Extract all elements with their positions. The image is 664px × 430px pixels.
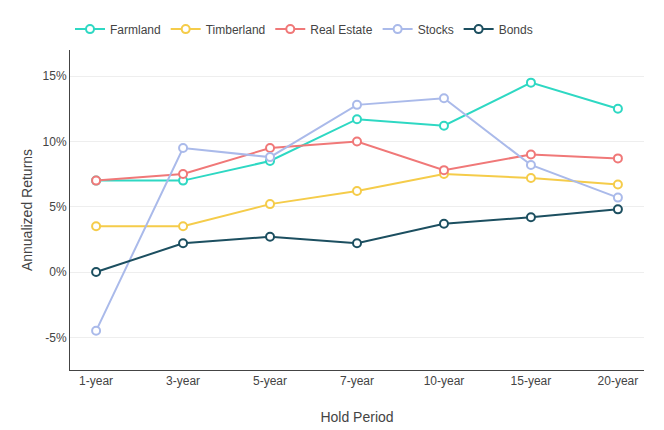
svg-text:Bonds: Bonds [499,23,533,37]
svg-text:Farmland: Farmland [110,23,161,37]
svg-text:3-year: 3-year [166,374,200,388]
svg-text:Hold Period: Hold Period [320,409,393,425]
svg-text:15-year: 15-year [511,374,552,388]
svg-text:-5%: -5% [45,331,67,345]
svg-text:15%: 15% [43,69,67,83]
svg-text:10-year: 10-year [424,374,465,388]
svg-text:Stocks: Stocks [418,23,454,37]
svg-text:Timberland: Timberland [206,23,266,37]
svg-text:Real Estate: Real Estate [310,23,372,37]
svg-text:1-year: 1-year [79,374,113,388]
svg-text:0%: 0% [49,265,67,279]
svg-text:20-year: 20-year [598,374,639,388]
svg-text:Annualized Returns: Annualized Returns [19,149,35,271]
svg-text:10%: 10% [43,135,67,149]
svg-text:5-year: 5-year [253,374,287,388]
svg-text:5%: 5% [49,200,67,214]
svg-text:7-year: 7-year [340,374,374,388]
